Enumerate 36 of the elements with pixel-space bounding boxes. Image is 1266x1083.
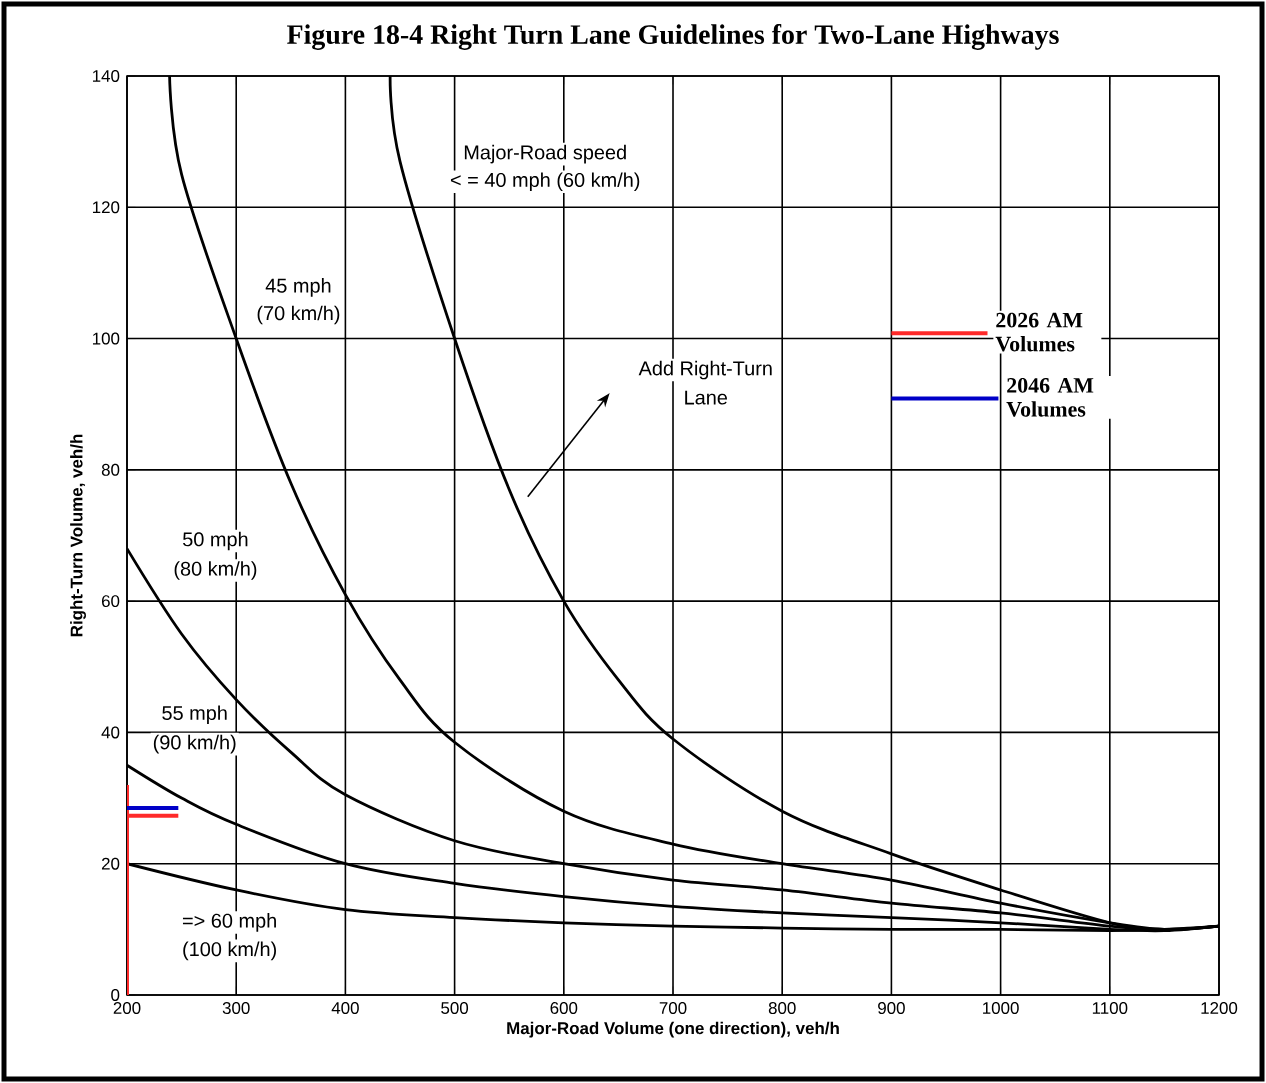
x-axis-title: Major-Road Volume (one direction), veh/h <box>507 1021 839 1038</box>
x-tick-label: 500 <box>441 1002 469 1015</box>
x-tick-label: 1000 <box>983 1002 1019 1015</box>
legend-label: 2026 AM Volumes <box>995 312 1083 352</box>
x-tick-label: 200 <box>113 1002 141 1015</box>
annotation: Lane <box>685 390 728 405</box>
x-tick-label: 700 <box>659 1002 687 1015</box>
x-tick-label: 800 <box>768 1002 796 1015</box>
annotation: < = 40 mph (60 km/h) <box>450 172 640 191</box>
annotation: Add Right-Turn <box>638 360 772 380</box>
y-tick-label: 80 <box>101 463 120 476</box>
x-tick-label: 900 <box>878 1002 905 1015</box>
x-tick-label: 1200 <box>1201 1002 1238 1015</box>
annotation: 55 mph <box>162 705 227 724</box>
x-tick-label: 1100 <box>1092 1002 1128 1015</box>
x-tick-label: 400 <box>331 1002 359 1015</box>
y-tick-label: 140 <box>92 70 120 82</box>
annotation: Major-Road speed <box>464 144 626 164</box>
annotation: (80 km/h) <box>174 561 257 580</box>
y-tick-label: 100 <box>92 332 120 345</box>
annotation: 45 mph <box>265 278 331 297</box>
y-tick-label: 20 <box>101 857 120 870</box>
y-tick-label: 120 <box>92 201 120 214</box>
chart-title: Figure 18-4 Right Turn Lane Guidelines for Two-Lane Highways <box>287 24 1059 50</box>
annotation: (90 km/h) <box>153 734 236 754</box>
annotation: 50 mph <box>183 531 248 551</box>
legend-label: 2046 AM Volumes <box>1006 378 1094 417</box>
annotation: => 60 mph <box>182 913 276 932</box>
x-tick-label: 300 <box>222 1002 250 1015</box>
y-axis-title: Right-Turn Volume, veh/h <box>70 434 86 637</box>
y-tick-label: 40 <box>101 726 120 739</box>
y-tick-label: 60 <box>102 595 120 608</box>
y-tick-label: 0 <box>111 989 120 1001</box>
annotation: (100 km/h) <box>183 941 276 961</box>
x-tick-label: 600 <box>550 1002 578 1015</box>
annotation: (70 km/h) <box>257 305 340 325</box>
